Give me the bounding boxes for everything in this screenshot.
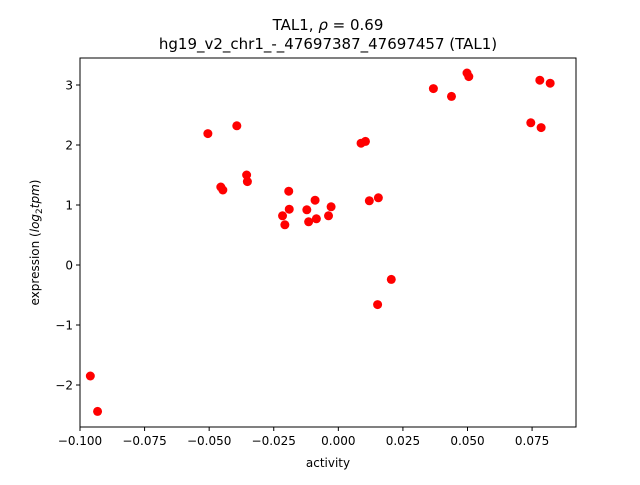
data-point [536,123,546,133]
x-axis-ticks: −0.100 −0.075 −0.050 −0.025 0.000 0.025 0.050 0… [58,427,549,448]
data-point [526,118,536,128]
data-point [324,211,334,221]
x-tick-label: 0.050 [450,434,484,448]
x-tick-label: 0.075 [515,434,549,448]
data-point [535,75,545,85]
data-point [373,300,383,310]
data-point [284,186,294,196]
data-point [304,217,314,227]
data-point [373,193,383,203]
chart-title-line2: hg19_v2_chr1_-_47697387_47697457 (TAL1) [159,35,497,54]
data-point [326,202,336,212]
x-tick-label: −0.025 [252,434,296,448]
data-point [386,274,396,284]
data-point [464,72,474,82]
data-point [360,136,370,146]
y-tick-label: 0 [65,259,73,273]
data-point [311,214,321,224]
x-axis-label: activity [306,456,350,470]
data-point [280,220,290,230]
x-tick-label: 0.000 [321,434,355,448]
data-point [310,195,320,205]
data-point [218,185,228,195]
y-tick-label: 2 [65,139,73,153]
y-axis-label: expression (log2tpm) [28,180,45,306]
x-tick-label: −0.075 [122,434,166,448]
x-tick-label: −0.050 [187,434,231,448]
x-tick-label: 0.025 [386,434,420,448]
y-tick-label: 1 [65,199,73,213]
data-point [284,204,294,214]
y-tick-label: 3 [65,79,73,93]
x-tick-label: −0.100 [58,434,102,448]
data-point [242,170,252,180]
data-point [242,177,252,187]
data-point [232,121,242,131]
y-axis-ticks: −2 −1 0 1 2 3 [55,79,80,393]
data-point [93,406,103,416]
chart-title-line1: TAL1, ρ = 0.69 [272,16,384,34]
data-point [302,205,312,215]
data-point [85,371,95,381]
data-point [545,78,555,88]
data-point [446,91,456,101]
data-point [278,211,288,221]
data-point [428,84,438,94]
y-tick-label: −2 [55,379,73,393]
y-tick-label: −1 [55,319,73,333]
data-point [203,129,213,139]
data-point [364,196,374,206]
data-points [85,68,555,416]
plot-frame [79,57,577,428]
